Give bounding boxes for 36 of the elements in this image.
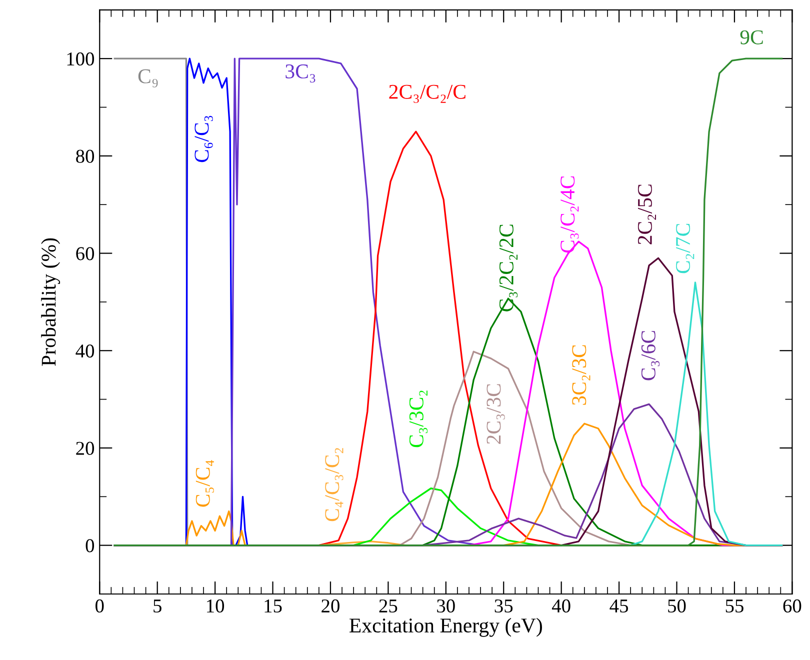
series-label: C₉ <box>138 69 158 88</box>
x-tick-label: 25 <box>379 599 398 613</box>
text: C₂/7C <box>676 224 694 274</box>
x-tick-label: 5 <box>154 600 162 613</box>
text: 2C₃/3C <box>486 384 505 444</box>
y-tick-label: 20 <box>76 442 94 455</box>
x-tick-label: 10 <box>207 599 224 613</box>
y-tick-label: 60 <box>76 247 94 260</box>
y-axis-title: Probability (%) <box>41 238 60 366</box>
text: 3C₂/3C <box>572 345 590 405</box>
y-tick-label: 100 <box>67 52 94 66</box>
series-label: 2C₃/C₂/C <box>389 84 466 103</box>
x-tick-label: 45 <box>610 600 628 613</box>
x-axis-title: Excitation Energy (eV) <box>350 618 542 637</box>
y-tick-label: 40 <box>76 344 94 358</box>
x-tick-label: 30 <box>437 599 455 613</box>
x-tick-label: 15 <box>264 600 282 613</box>
text: C₅/C₄ <box>196 460 214 507</box>
x-tick-label: 50 <box>668 599 686 613</box>
text: C₃/C₂/4C <box>560 176 579 253</box>
x-tick-label: 35 <box>494 599 513 613</box>
text: 2C₂/5C <box>638 184 656 244</box>
text: C₆/C₃ <box>194 116 213 162</box>
x-tick-label: 60 <box>783 599 802 613</box>
y-tick-label: 80 <box>76 150 94 163</box>
text: C₃/2C₂/2C <box>499 224 518 312</box>
x-tick-label: 40 <box>552 599 570 613</box>
text: C₄/C₃/C₂ <box>325 448 344 522</box>
x-tick-label: 0 <box>96 599 104 613</box>
series-label: 9C <box>740 30 763 44</box>
x-tick-label: 55 <box>726 600 744 613</box>
series-label: 3C₃ <box>286 64 316 82</box>
y-tick-label: 0 <box>86 539 94 552</box>
text: C₃/3C₂ <box>409 390 428 448</box>
x-tick-label: 20 <box>322 599 340 613</box>
text: C₃/6C <box>641 331 660 380</box>
